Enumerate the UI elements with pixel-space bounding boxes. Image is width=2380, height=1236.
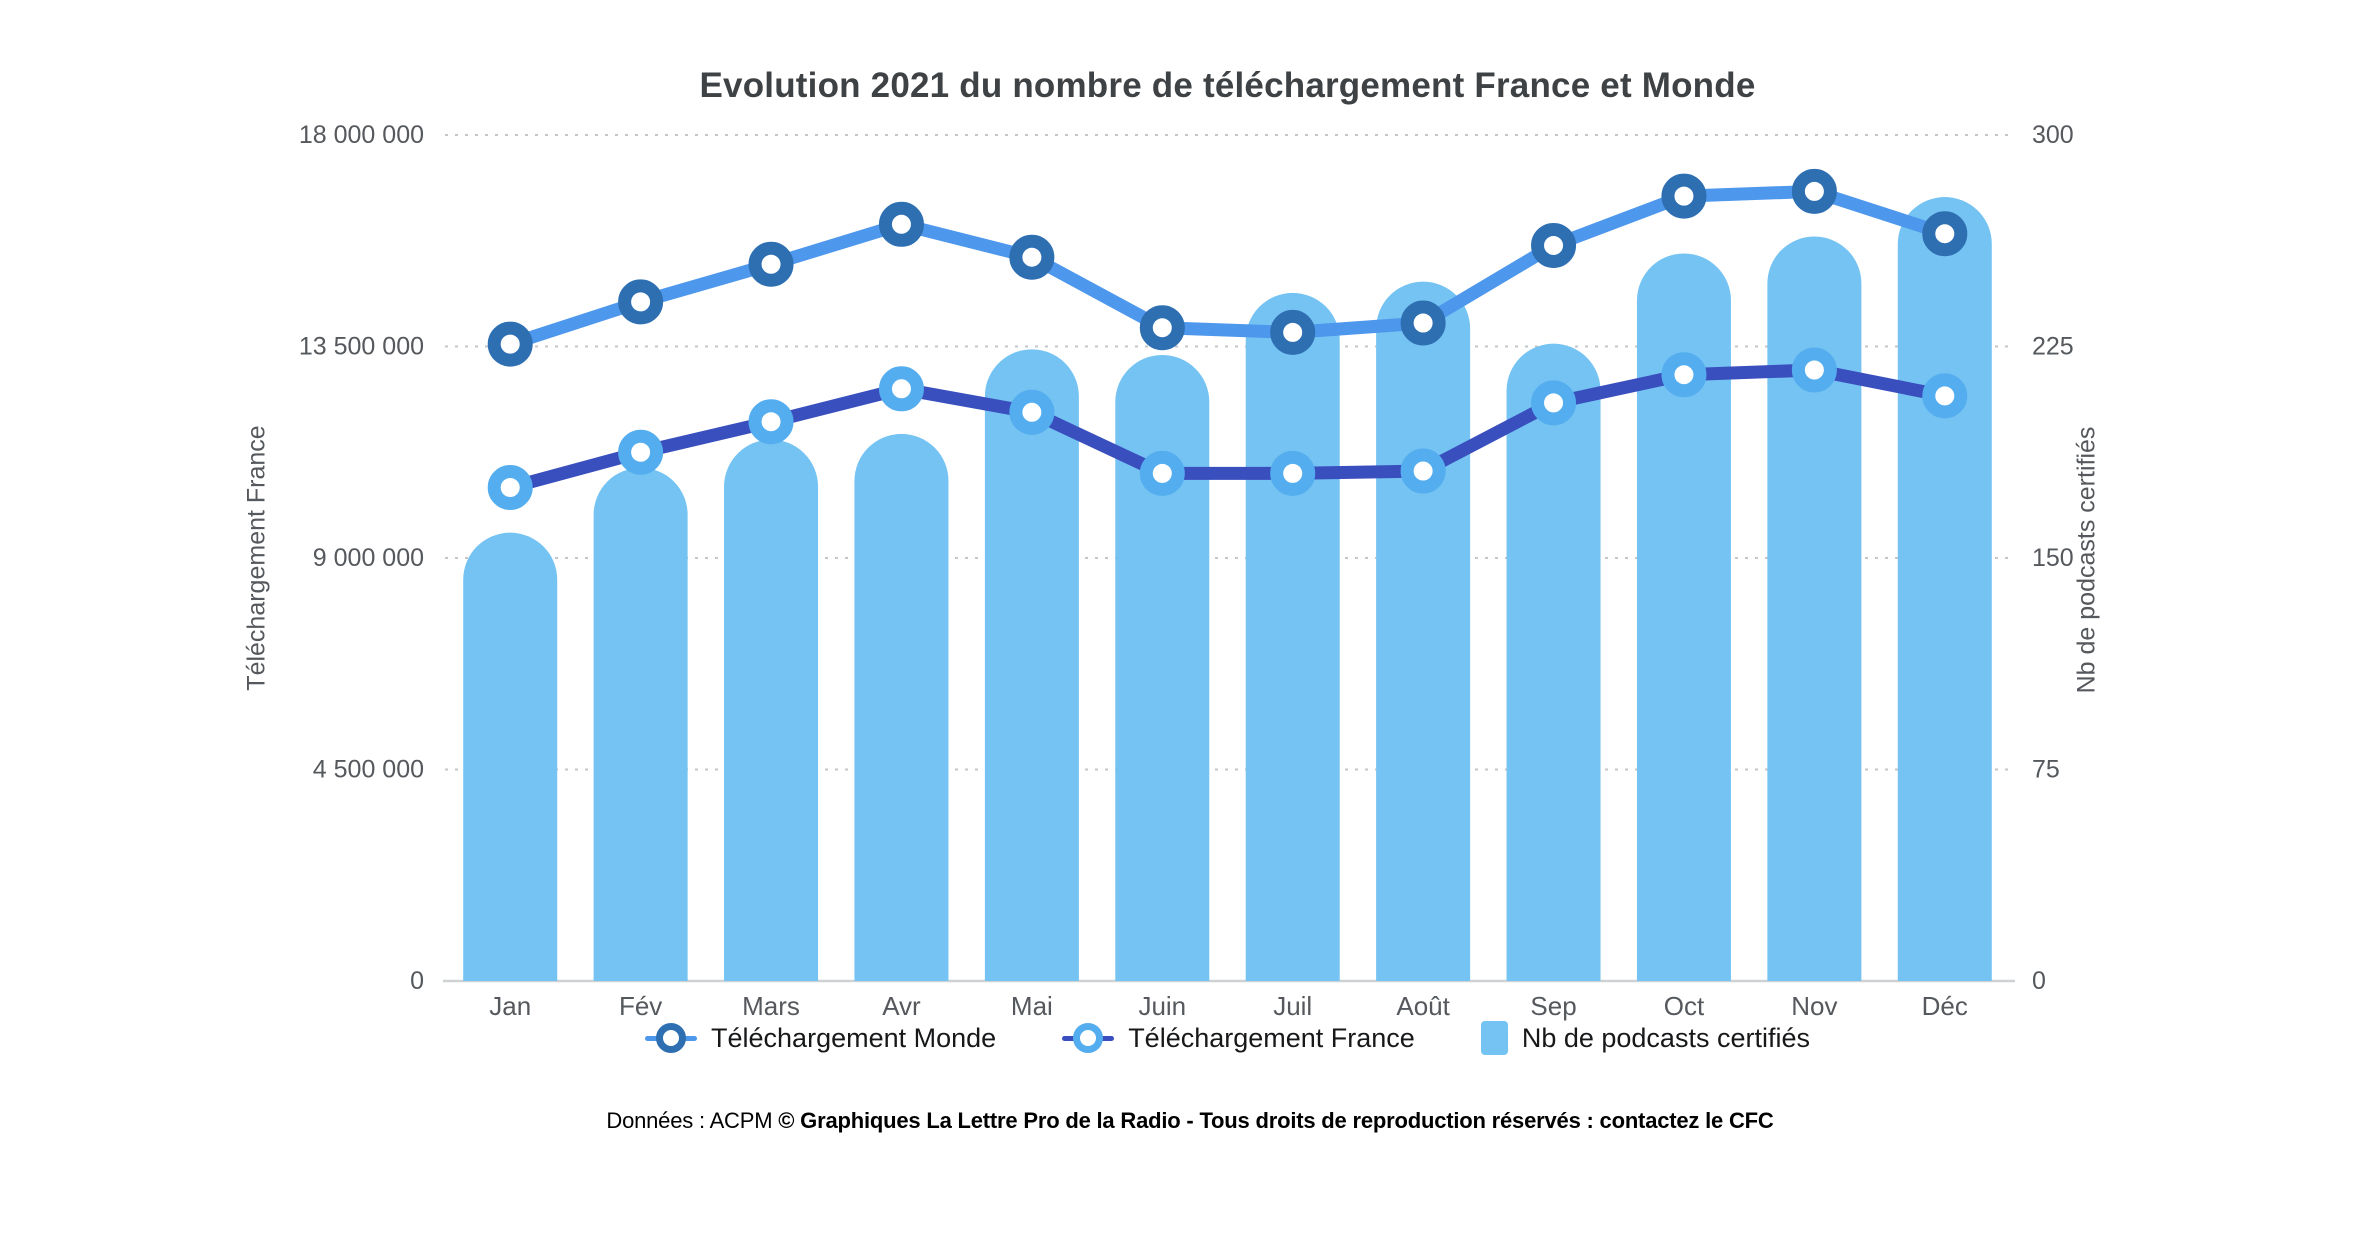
month-label: Juin [1138,991,1186,1021]
telechargement-france-marker [1270,450,1316,496]
bar-podcasts-certifies [1115,354,1210,981]
left-axis-tick-label: 0 [410,967,424,995]
telechargement-france-marker [748,399,794,445]
right-axis-tick-label: 225 [2032,333,2074,361]
month-label: Oct [1664,991,1705,1021]
telechargement-france-marker [487,465,533,510]
telechargement-monde-marker [1009,234,1055,280]
legend-label: Nb de podcasts certifiés [1521,1022,1810,1053]
telechargement-monde-marker [1531,222,1577,268]
bar-podcasts-certifies [724,439,819,982]
telechargement-monde-marker [487,321,533,367]
bar-podcasts-certifies [1376,281,1471,981]
month-label: Sep [1530,991,1576,1021]
right-axis-tick-label: 300 [2032,121,2074,149]
month-label: Juil [1273,991,1312,1021]
right-axis-tick-label: 150 [2032,544,2074,572]
telechargement-france-marker [1922,373,1968,419]
telechargement-france-marker [618,429,664,475]
footer-copyright: © Graphiques La Lettre Pro de la Radio -… [778,1108,1774,1133]
left-axis-tick-label: 4 500 000 [313,756,424,784]
month-label: Mars [742,991,800,1021]
bar-podcasts-certifies [593,467,688,981]
footer-source: Données : ACPM [606,1108,779,1133]
bar-podcasts-certifies [463,532,558,981]
right-axis-tick-label: 75 [2032,756,2060,784]
left-axis-tick-label: 18 000 000 [299,121,424,149]
telechargement-france-marker [1139,450,1185,496]
chart-title: Evolution 2021 du nombre de téléchargeme… [699,66,1756,105]
telechargement-monde-marker [1270,309,1316,355]
month-label: Fév [619,991,662,1021]
left-axis-tick-label: 9 000 000 [313,544,424,572]
bar-podcasts-certifies [1767,236,1862,981]
legend-label: Téléchargement France [1128,1022,1415,1053]
telechargement-monde-marker [1661,173,1707,219]
monde-line-marker-icon [645,1023,698,1053]
telechargement-france-marker [1661,352,1707,398]
telechargement-monde-marker [1922,211,1968,257]
bar-podcasts-certifies [1897,197,1992,981]
telechargement-france-marker [1791,347,1837,393]
left-axis-tick-label: 13 500 000 [299,333,424,361]
bar-podcasts-certifies [854,433,949,981]
month-label: Jan [489,991,531,1021]
telechargement-monde-marker [1791,168,1837,214]
footer-credits: Données : ACPM © Graphiques La Lettre Pr… [0,1108,2380,1134]
telechargement-monde-marker [1400,300,1446,346]
month-label: Avr [882,991,921,1021]
telechargement-france-marker [878,366,924,412]
telechargement-monde-marker [748,241,794,287]
bar-podcasts-certifies [1636,253,1731,981]
bar-podcasts-certifies [984,349,1079,981]
month-label: Déc [1922,991,1968,1021]
legend: Téléchargement Monde Téléchargement Fran… [445,1012,2010,1064]
legend-label: Téléchargement Monde [711,1022,997,1053]
legend-item-podcasts-certifies[interactable]: Nb de podcasts certifiés [1480,1021,1810,1055]
telechargement-monde-marker [618,279,664,325]
bar-podcasts-certifies [1245,292,1340,981]
legend-item-telechargement-france[interactable]: Téléchargement France [1062,1023,1415,1054]
telechargement-france-marker [1400,448,1446,494]
month-label: Nov [1791,991,1837,1021]
right-axis-tick-label: 0 [2032,967,2046,995]
telechargement-monde-marker [878,201,924,247]
telechargement-france-marker [1009,389,1055,435]
legend-item-telechargement-monde[interactable]: Téléchargement Monde [645,1023,996,1054]
bar-podcasts-certifies [1506,343,1601,982]
month-label: Août [1396,991,1450,1021]
telechargement-france-marker [1531,380,1577,426]
france-line-marker-icon [1062,1023,1115,1053]
telechargement-monde-marker [1139,305,1185,351]
month-label: Mai [1011,991,1053,1021]
bar-swatch-icon [1480,1021,1508,1055]
